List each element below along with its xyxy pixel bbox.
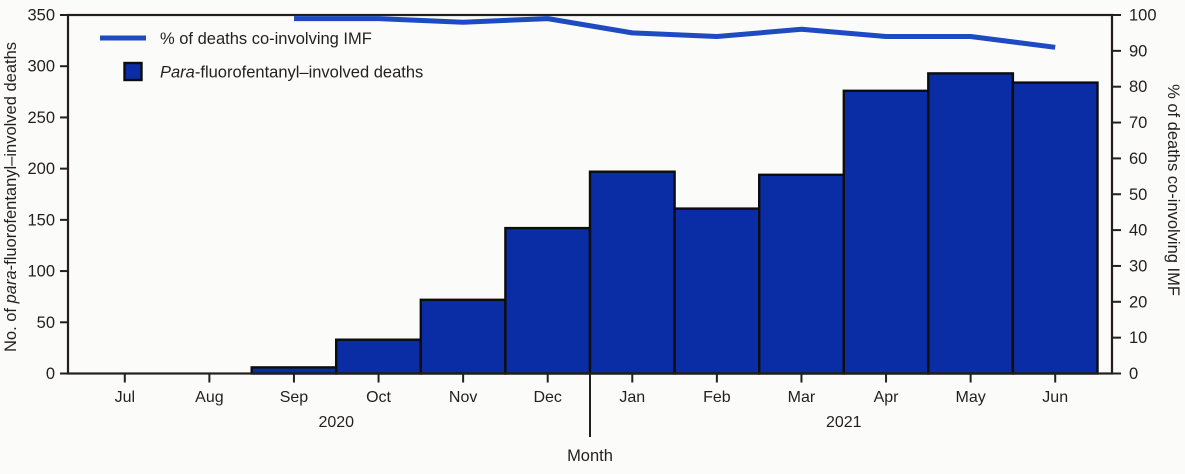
bar-mar (758, 173, 846, 375)
x-tick-label: Jan (619, 389, 645, 406)
x-tick-label: Feb (703, 389, 731, 406)
x-tick-label: Jul (115, 389, 135, 406)
bar-jun (1011, 81, 1099, 375)
y-left-tick-label: 300 (27, 58, 55, 76)
x-tick-label: Jun (1042, 389, 1068, 406)
y-left-tick-label: 250 (27, 109, 55, 127)
x-tick-label: Dec (533, 389, 561, 406)
year-label-2020: 2020 (318, 414, 354, 431)
x-tick-label: Oct (366, 389, 391, 406)
y-right-axis-title: % of deaths co-involving IMF (1164, 84, 1182, 296)
x-tick-label: Mar (788, 389, 816, 406)
y-right-tick-label: 100 (1129, 7, 1157, 25)
y-right-tick-label: 90 (1129, 42, 1147, 60)
y-right-tick-label: 0 (1129, 365, 1138, 383)
y-right-tick-label: 50 (1129, 186, 1147, 204)
bar-apr (842, 89, 930, 375)
bars-group (250, 72, 1099, 375)
y-left-tick-label: 0 (46, 365, 55, 383)
x-tick-label: Nov (449, 389, 477, 406)
y-right-tick-label: 60 (1129, 150, 1147, 168)
y-right-tick-label: 40 (1129, 222, 1147, 240)
y-left-tick-label: 200 (27, 160, 55, 178)
x-tick-label: Aug (195, 389, 223, 406)
x-tick-label: Sep (280, 389, 309, 406)
bar-dec (504, 226, 592, 375)
year-label-2021: 2021 (826, 414, 862, 431)
legend-label-0: % of deaths co-involving IMF (160, 30, 372, 48)
y-left-tick-label: 100 (27, 263, 55, 281)
x-axis-title: Month (567, 447, 613, 465)
x-tick-label: Apr (874, 389, 900, 406)
legend-bar-swatch (123, 61, 143, 82)
y-left-tick-label: 350 (27, 7, 55, 25)
legend-label-1: Para-fluorofentanyl–involved deaths (160, 64, 423, 82)
bar-jan (588, 170, 676, 375)
y-right-tick-label: 70 (1129, 114, 1147, 132)
bar-feb (673, 207, 761, 375)
bar-nov (419, 298, 507, 375)
labels-group: 0 50 100 150 200 250 300 350 0 10 20 30 40 50 60 70 80 90… (2, 7, 1182, 466)
x-tick-label: May (956, 389, 986, 406)
legend-group: % of deaths co-involving IMF Para-fluorof… (100, 30, 423, 82)
y-left-tick-label: 150 (27, 211, 55, 229)
y-left-axis-title: No. of para-fluorofentanyl–involved deat… (2, 42, 20, 352)
y-right-tick-label: 30 (1129, 257, 1147, 275)
y-right-tick-label: 20 (1129, 293, 1147, 311)
ticks-group (60, 14, 1121, 437)
y-left-tick-label: 50 (37, 314, 55, 332)
y-right-tick-label: 80 (1129, 78, 1147, 96)
y-right-tick-label: 10 (1129, 329, 1147, 347)
bar-oct (335, 338, 423, 375)
bar-may (927, 72, 1015, 375)
line-group (294, 16, 1056, 50)
imf-percentage-line (294, 16, 1056, 50)
